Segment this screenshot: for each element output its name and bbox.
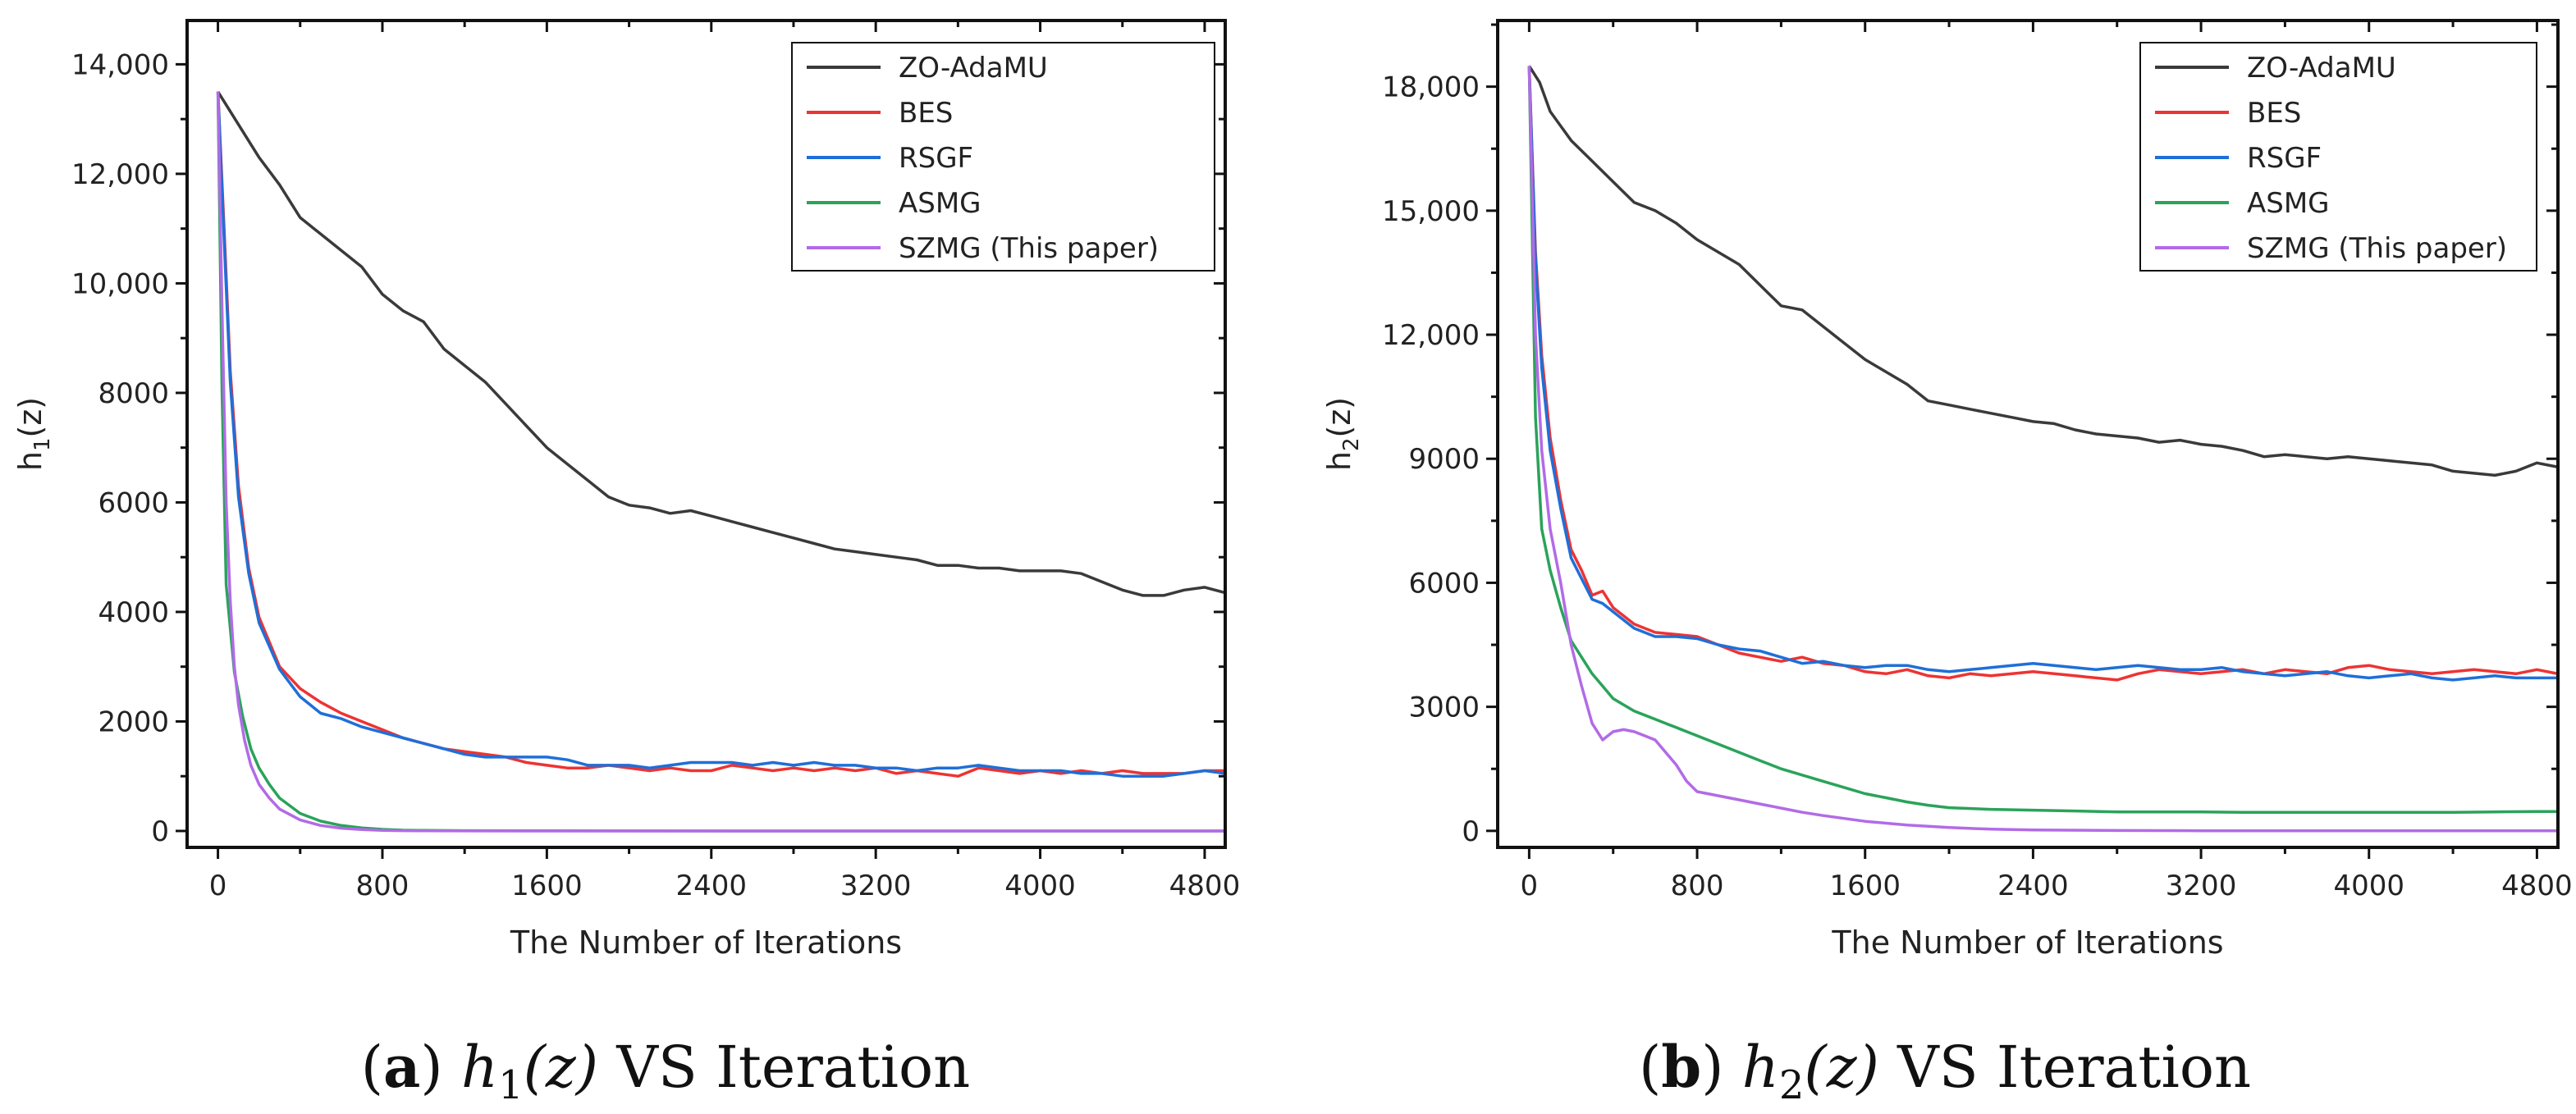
y-tick-label: 6000 bbox=[1408, 567, 1480, 600]
y-axis-title-tail: (z) bbox=[12, 397, 48, 438]
x-axis-title: The Number of Iterations bbox=[510, 925, 902, 961]
caption-arg: (z) bbox=[1804, 1034, 1879, 1101]
y-tick-label: 6000 bbox=[98, 486, 169, 519]
series-group bbox=[1527, 65, 2556, 833]
y-axis-title: h2(z) bbox=[1321, 397, 1364, 471]
caption-label-close: ) bbox=[420, 1034, 461, 1101]
y-tick-label: 0 bbox=[1462, 815, 1480, 848]
x-tick-label: 0 bbox=[209, 870, 227, 902]
x-tick-label: 1600 bbox=[511, 870, 583, 902]
y-tick-label: 15,000 bbox=[1382, 195, 1480, 228]
y-tick-label: 12,000 bbox=[1382, 319, 1480, 352]
series-group bbox=[216, 90, 1224, 833]
legend-label: SZMG (This paper) bbox=[899, 232, 1159, 265]
y-axis-title-main: h bbox=[1321, 451, 1357, 471]
y-axis-title-main: h bbox=[12, 451, 48, 471]
x-tick-label: 3200 bbox=[840, 870, 912, 902]
caption-label: ( bbox=[361, 1034, 383, 1101]
series-line-zo-adamu bbox=[217, 90, 1224, 597]
x-tick-label: 2400 bbox=[1997, 870, 2069, 902]
y-tick-label: 10,000 bbox=[71, 267, 169, 300]
legend-label: ZO-AdaMU bbox=[899, 52, 1048, 84]
caption-label-close: ) bbox=[1701, 1034, 1742, 1101]
x-tick-label: 3200 bbox=[2166, 870, 2237, 902]
x-tick-label: 4000 bbox=[2333, 870, 2404, 902]
chart-panel-b: 0 800 1600 2400 3200 4000 4800 0 3000 6000 9000 12,… bbox=[1321, 19, 2573, 1108]
caption-func: h bbox=[461, 1034, 498, 1101]
x-tick-label: 1600 bbox=[1829, 870, 1901, 902]
y-axis-title: h1(z) bbox=[12, 397, 55, 471]
legend-label: ASMG bbox=[2247, 187, 2330, 220]
series-line-rsgf bbox=[1527, 66, 2556, 682]
caption-sub: 2 bbox=[1779, 1062, 1805, 1108]
figure-caption: (b) h2(z) VS Iteration bbox=[1639, 1033, 2251, 1108]
x-tick-label: 4800 bbox=[2501, 870, 2573, 902]
y-tick-label: 9000 bbox=[1408, 443, 1480, 476]
x-axis-title: The Number of Iterations bbox=[1831, 925, 2223, 961]
legend-label: ZO-AdaMU bbox=[2247, 52, 2396, 84]
series-line-rsgf bbox=[216, 91, 1224, 778]
y-axis-title-sub: 1 bbox=[30, 437, 55, 451]
y-tick-label: 12,000 bbox=[71, 158, 169, 191]
caption-arg: (z) bbox=[524, 1034, 599, 1101]
x-tick-label: 0 bbox=[1521, 870, 1539, 902]
x-tick-label: 800 bbox=[1671, 870, 1724, 902]
legend-label: ASMG bbox=[899, 187, 981, 220]
y-tick-label: 2000 bbox=[98, 705, 169, 738]
x-tick-label: 4800 bbox=[1169, 870, 1241, 902]
plot-frame bbox=[185, 19, 1227, 849]
y-tick-label: 14,000 bbox=[71, 48, 169, 81]
legend-label: BES bbox=[2247, 97, 2301, 130]
legend-label: RSGF bbox=[899, 142, 973, 175]
y-tick-label: 18,000 bbox=[1382, 71, 1480, 104]
caption-rest: VS Iteration bbox=[598, 1034, 970, 1101]
caption-label: ( bbox=[1639, 1034, 1661, 1101]
caption-sub: 1 bbox=[498, 1062, 524, 1108]
caption-rest: VS Iteration bbox=[1879, 1034, 2251, 1101]
plot-frame bbox=[1496, 19, 2560, 849]
series-line-bes bbox=[1527, 66, 2556, 682]
series-line-szmg bbox=[216, 91, 1224, 833]
caption-letter: b bbox=[1661, 1033, 1701, 1101]
figure-caption: (a) h1(z) VS Iteration bbox=[361, 1033, 971, 1108]
y-tick-label: 3000 bbox=[1408, 692, 1480, 724]
series-line-asmg bbox=[1527, 66, 2556, 814]
x-tick-label: 4000 bbox=[1004, 870, 1076, 902]
y-axis-title-tail: (z) bbox=[1321, 397, 1357, 438]
y-tick-label: 4000 bbox=[98, 596, 169, 629]
legend-label: BES bbox=[899, 97, 953, 130]
legend-label: RSGF bbox=[2247, 142, 2322, 175]
y-tick-label: 0 bbox=[151, 815, 169, 848]
y-axis-title-sub: 2 bbox=[1339, 437, 1364, 451]
caption-letter: a bbox=[383, 1033, 420, 1101]
series-line-szmg bbox=[1527, 66, 2556, 833]
caption-func: h bbox=[1742, 1034, 1779, 1101]
series-line-zo-adamu bbox=[1527, 65, 2556, 477]
legend-label: SZMG (This paper) bbox=[2247, 232, 2507, 265]
y-tick-label: 8000 bbox=[98, 377, 169, 410]
chart-panel-a: 0 800 1600 2400 3200 4000 4800 0 2000 4000 6000 800… bbox=[12, 19, 1241, 1108]
x-tick-label: 800 bbox=[356, 870, 410, 902]
x-tick-label: 2400 bbox=[675, 870, 747, 902]
